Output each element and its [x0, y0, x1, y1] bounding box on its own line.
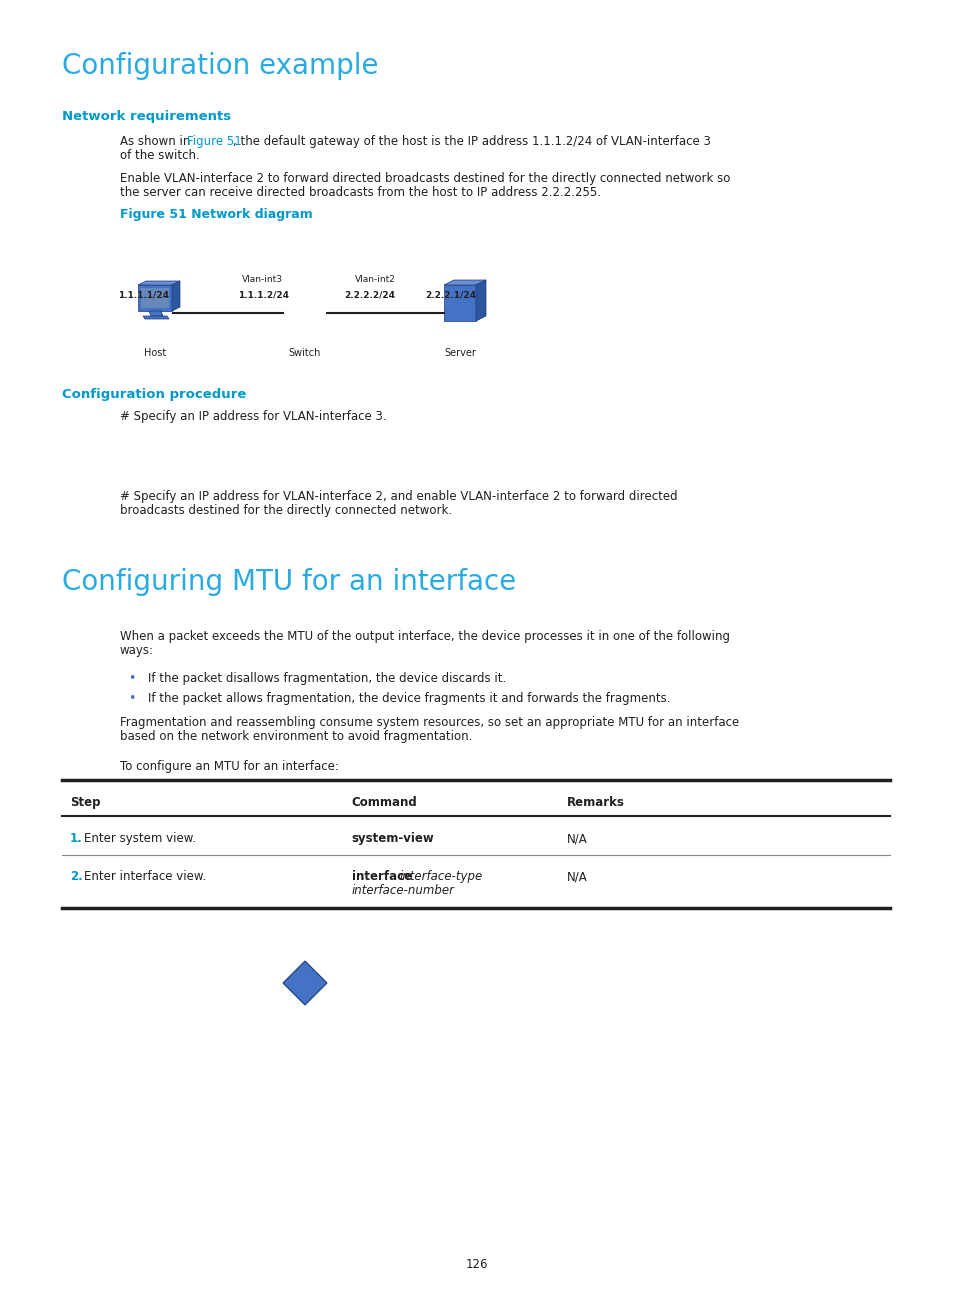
Text: Configuration example: Configuration example [62, 52, 378, 80]
Text: broadcasts destined for the directly connected network.: broadcasts destined for the directly con… [120, 504, 452, 517]
Polygon shape [143, 316, 169, 319]
Text: # Specify an IP address for VLAN-interface 2, and enable VLAN-interface 2 to for: # Specify an IP address for VLAN-interfa… [120, 490, 677, 503]
Text: When a packet exceeds the MTU of the output interface, the device processes it i: When a packet exceeds the MTU of the out… [120, 630, 729, 643]
Text: Remarks: Remarks [566, 796, 624, 809]
Text: , the default gateway of the host is the IP address 1.1.1.2/24 of VLAN-interface: , the default gateway of the host is the… [233, 135, 710, 148]
Text: based on the network environment to avoid fragmentation.: based on the network environment to avoi… [120, 730, 472, 743]
Polygon shape [443, 280, 485, 285]
Text: system-view: system-view [351, 832, 434, 845]
Polygon shape [149, 311, 163, 316]
Text: As shown in: As shown in [120, 135, 193, 148]
Text: interface-number: interface-number [351, 884, 454, 897]
Text: interface-type: interface-type [399, 870, 482, 883]
Polygon shape [476, 280, 485, 321]
Polygon shape [443, 285, 476, 321]
Text: N/A: N/A [566, 832, 587, 845]
Text: Vlan-int2: Vlan-int2 [355, 275, 395, 284]
Text: Command: Command [351, 796, 416, 809]
Text: Host: Host [144, 349, 166, 358]
Text: Enter interface view.: Enter interface view. [84, 870, 206, 883]
Text: •: • [128, 692, 135, 705]
Polygon shape [138, 285, 172, 311]
Text: 1.1.1.1/24: 1.1.1.1/24 [118, 290, 169, 299]
Text: interface: interface [351, 870, 416, 883]
Text: 2.2.2.1/24: 2.2.2.1/24 [424, 290, 476, 299]
Text: 1.: 1. [70, 832, 83, 845]
Text: 2.: 2. [70, 870, 83, 883]
Text: Fragmentation and reassembling consume system resources, so set an appropriate M: Fragmentation and reassembling consume s… [120, 715, 739, 728]
Text: Switch: Switch [289, 349, 321, 358]
Text: Enable VLAN-interface 2 to forward directed broadcasts destined for the directly: Enable VLAN-interface 2 to forward direc… [120, 172, 730, 185]
Text: SWITCH: SWITCH [293, 311, 317, 315]
Text: Step: Step [70, 796, 100, 809]
Polygon shape [138, 281, 180, 285]
Text: To configure an MTU for an interface:: To configure an MTU for an interface: [120, 759, 338, 772]
Polygon shape [141, 288, 169, 308]
Text: Configuration procedure: Configuration procedure [62, 388, 246, 400]
Text: 2.2.2.2/24: 2.2.2.2/24 [344, 290, 395, 299]
Text: Figure 51 Network diagram: Figure 51 Network diagram [120, 207, 313, 222]
Text: the server can receive directed broadcasts from the host to IP address 2.2.2.255: the server can receive directed broadcas… [120, 187, 600, 200]
Text: N/A: N/A [566, 870, 587, 883]
Polygon shape [172, 281, 180, 311]
Text: •: • [128, 673, 135, 686]
Text: Figure 51: Figure 51 [187, 135, 241, 148]
Text: Configuring MTU for an interface: Configuring MTU for an interface [62, 568, 516, 596]
Text: Vlan-int3: Vlan-int3 [242, 275, 283, 284]
Text: of the switch.: of the switch. [120, 149, 199, 162]
Text: If the packet disallows fragmentation, the device discards it.: If the packet disallows fragmentation, t… [148, 673, 506, 686]
Text: 1.1.1.2/24: 1.1.1.2/24 [237, 290, 289, 299]
Text: Enter system view.: Enter system view. [84, 832, 195, 845]
Text: Server: Server [443, 349, 476, 358]
Polygon shape [283, 962, 327, 1004]
Text: ways:: ways: [120, 644, 153, 657]
Text: 126: 126 [465, 1258, 488, 1271]
Text: If the packet allows fragmentation, the device fragments it and forwards the fra: If the packet allows fragmentation, the … [148, 692, 670, 705]
Text: Network requirements: Network requirements [62, 110, 231, 123]
Text: # Specify an IP address for VLAN-interface 3.: # Specify an IP address for VLAN-interfa… [120, 410, 386, 422]
